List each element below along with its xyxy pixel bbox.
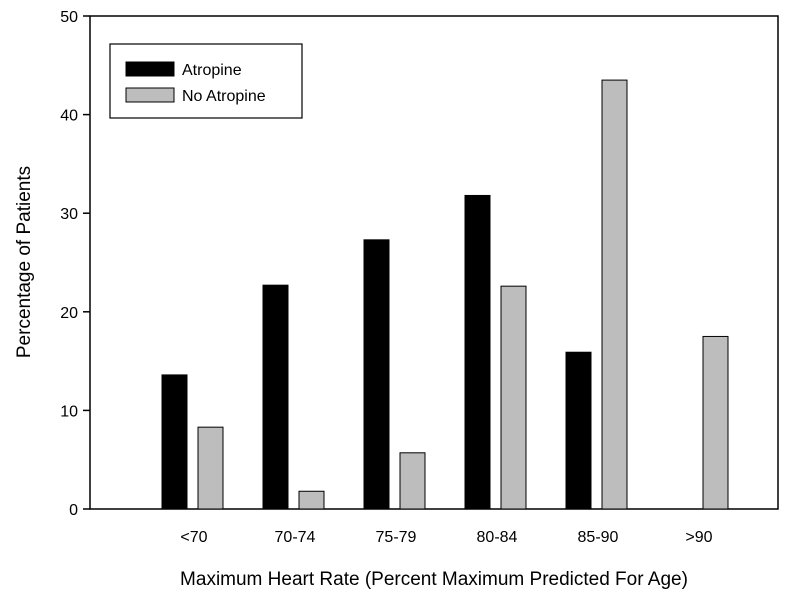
- bar-atropine: [363, 239, 390, 510]
- x-tick-label: 70-74: [275, 529, 316, 546]
- y-tick-label: 0: [69, 502, 78, 519]
- y-tick-label: 50: [60, 9, 78, 26]
- y-tick-label: 10: [60, 403, 78, 420]
- x-axis-title: Maximum Heart Rate (Percent Maximum Pred…: [180, 569, 688, 590]
- x-tick-label: 80-84: [477, 529, 518, 546]
- legend-box: [109, 43, 303, 119]
- bar-no-atropine: [399, 452, 426, 510]
- x-tick-label: 75-79: [376, 529, 417, 546]
- legend: Atropine No Atropine: [109, 43, 303, 119]
- bar-no-atropine: [702, 335, 729, 510]
- bar-series: [161, 79, 729, 510]
- y-axis-title: Percentage of Patients: [14, 166, 35, 358]
- legend-swatch-no-atropine: [125, 87, 175, 103]
- bar-no-atropine: [500, 285, 527, 510]
- bar-atropine: [262, 284, 289, 510]
- x-tick-label: <70: [180, 529, 207, 546]
- plot-frame: [89, 15, 779, 510]
- bar-atropine: [464, 194, 491, 510]
- x-tick-label: 85-90: [578, 529, 619, 546]
- x-tick-label: >90: [685, 529, 712, 546]
- y-tick-label: 20: [60, 305, 78, 322]
- y-tick-label: 40: [60, 108, 78, 125]
- y-axis-ticks: 0 10 20 30 40 50: [60, 9, 90, 519]
- bar-atropine: [161, 374, 188, 510]
- legend-label-atropine: Atropine: [182, 62, 242, 79]
- y-tick-label: 30: [60, 206, 78, 223]
- legend-swatch-atropine: [125, 61, 175, 77]
- bar-no-atropine: [197, 426, 224, 510]
- bar-no-atropine: [601, 79, 628, 510]
- bar-atropine: [565, 351, 592, 510]
- legend-label-no-atropine: No Atropine: [182, 88, 266, 105]
- plot-area: 0 10 20 30 40 50 <70 70-74 75-79 80-84 85-90 >90: [60, 9, 779, 546]
- bar-no-atropine: [298, 490, 325, 510]
- x-axis-ticks: <70 70-74 75-79 80-84 85-90 >90: [180, 529, 712, 546]
